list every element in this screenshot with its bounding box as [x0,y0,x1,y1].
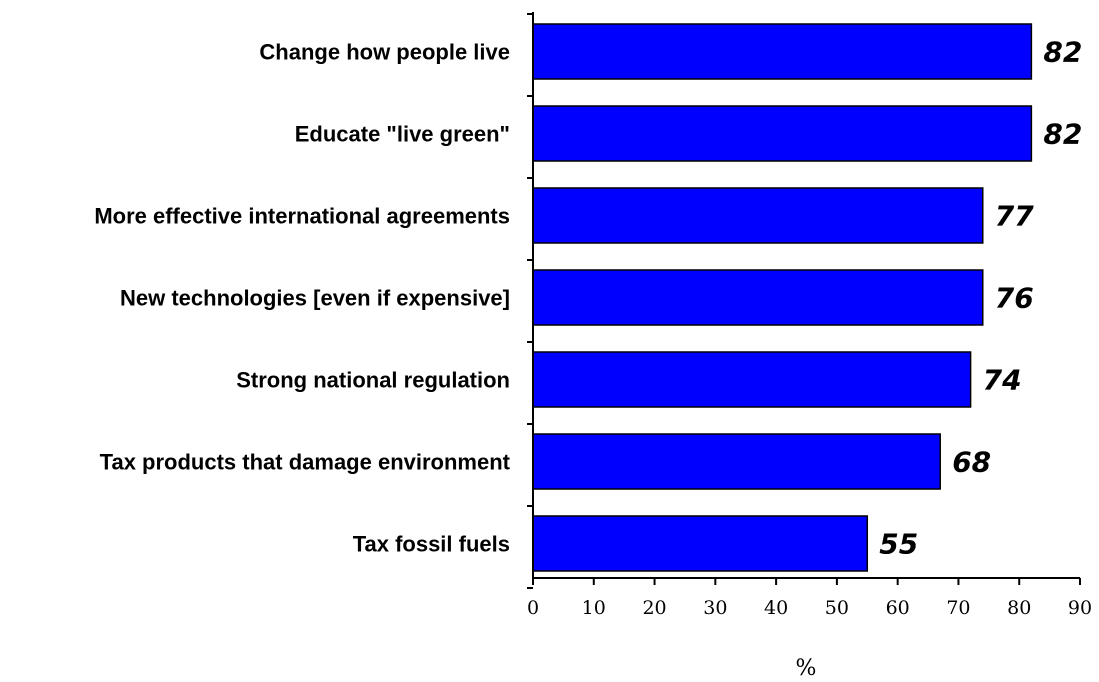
category-label-3: More effective international agreements [94,204,510,229]
category-label-2: Educate "live green" [295,122,510,147]
x-tick-label-80: 80 [1007,597,1031,619]
data-label-5: 74 [983,364,1022,397]
x-tick-label-30: 30 [703,597,727,619]
category-label-4: New technologies [even if expensive] [120,286,510,311]
bar-3 [532,187,984,244]
bar-4 [532,269,984,326]
bar-2 [532,105,1033,162]
data-label-3: 77 [995,200,1034,233]
x-tick-label-20: 20 [642,597,666,619]
x-tick-label-90: 90 [1068,597,1092,619]
data-label-4: 76 [995,282,1034,315]
category-label-1: Change how people live [259,40,510,65]
bar-7 [532,515,869,572]
category-label-7: Tax fossil fuels [353,532,510,557]
axes-layer [527,12,1081,589]
labels-layer: Change how people live 82 Educate "live gr… [94,36,1092,620]
category-label-5: Strong national regulation [236,368,510,393]
bars-layer [532,23,1033,572]
data-label-2: 82 [1043,118,1082,151]
bar-6 [532,433,941,490]
x-tick-label-0: 0 [527,597,539,619]
x-tick-label-10: 10 [582,597,606,619]
bar-1 [532,23,1033,80]
x-tick-label-70: 70 [946,597,970,619]
x-tick-label-40: 40 [764,597,788,619]
x-tick-label-50: 50 [825,597,849,619]
category-label-6: Tax products that damage environment [100,450,511,475]
x-tick-label-60: 60 [886,597,910,619]
x-axis-title: % [796,656,817,681]
data-label-6: 68 [952,446,991,479]
data-label-1: 82 [1043,36,1082,69]
bar-5 [532,351,972,408]
data-label-7: 55 [879,528,918,561]
